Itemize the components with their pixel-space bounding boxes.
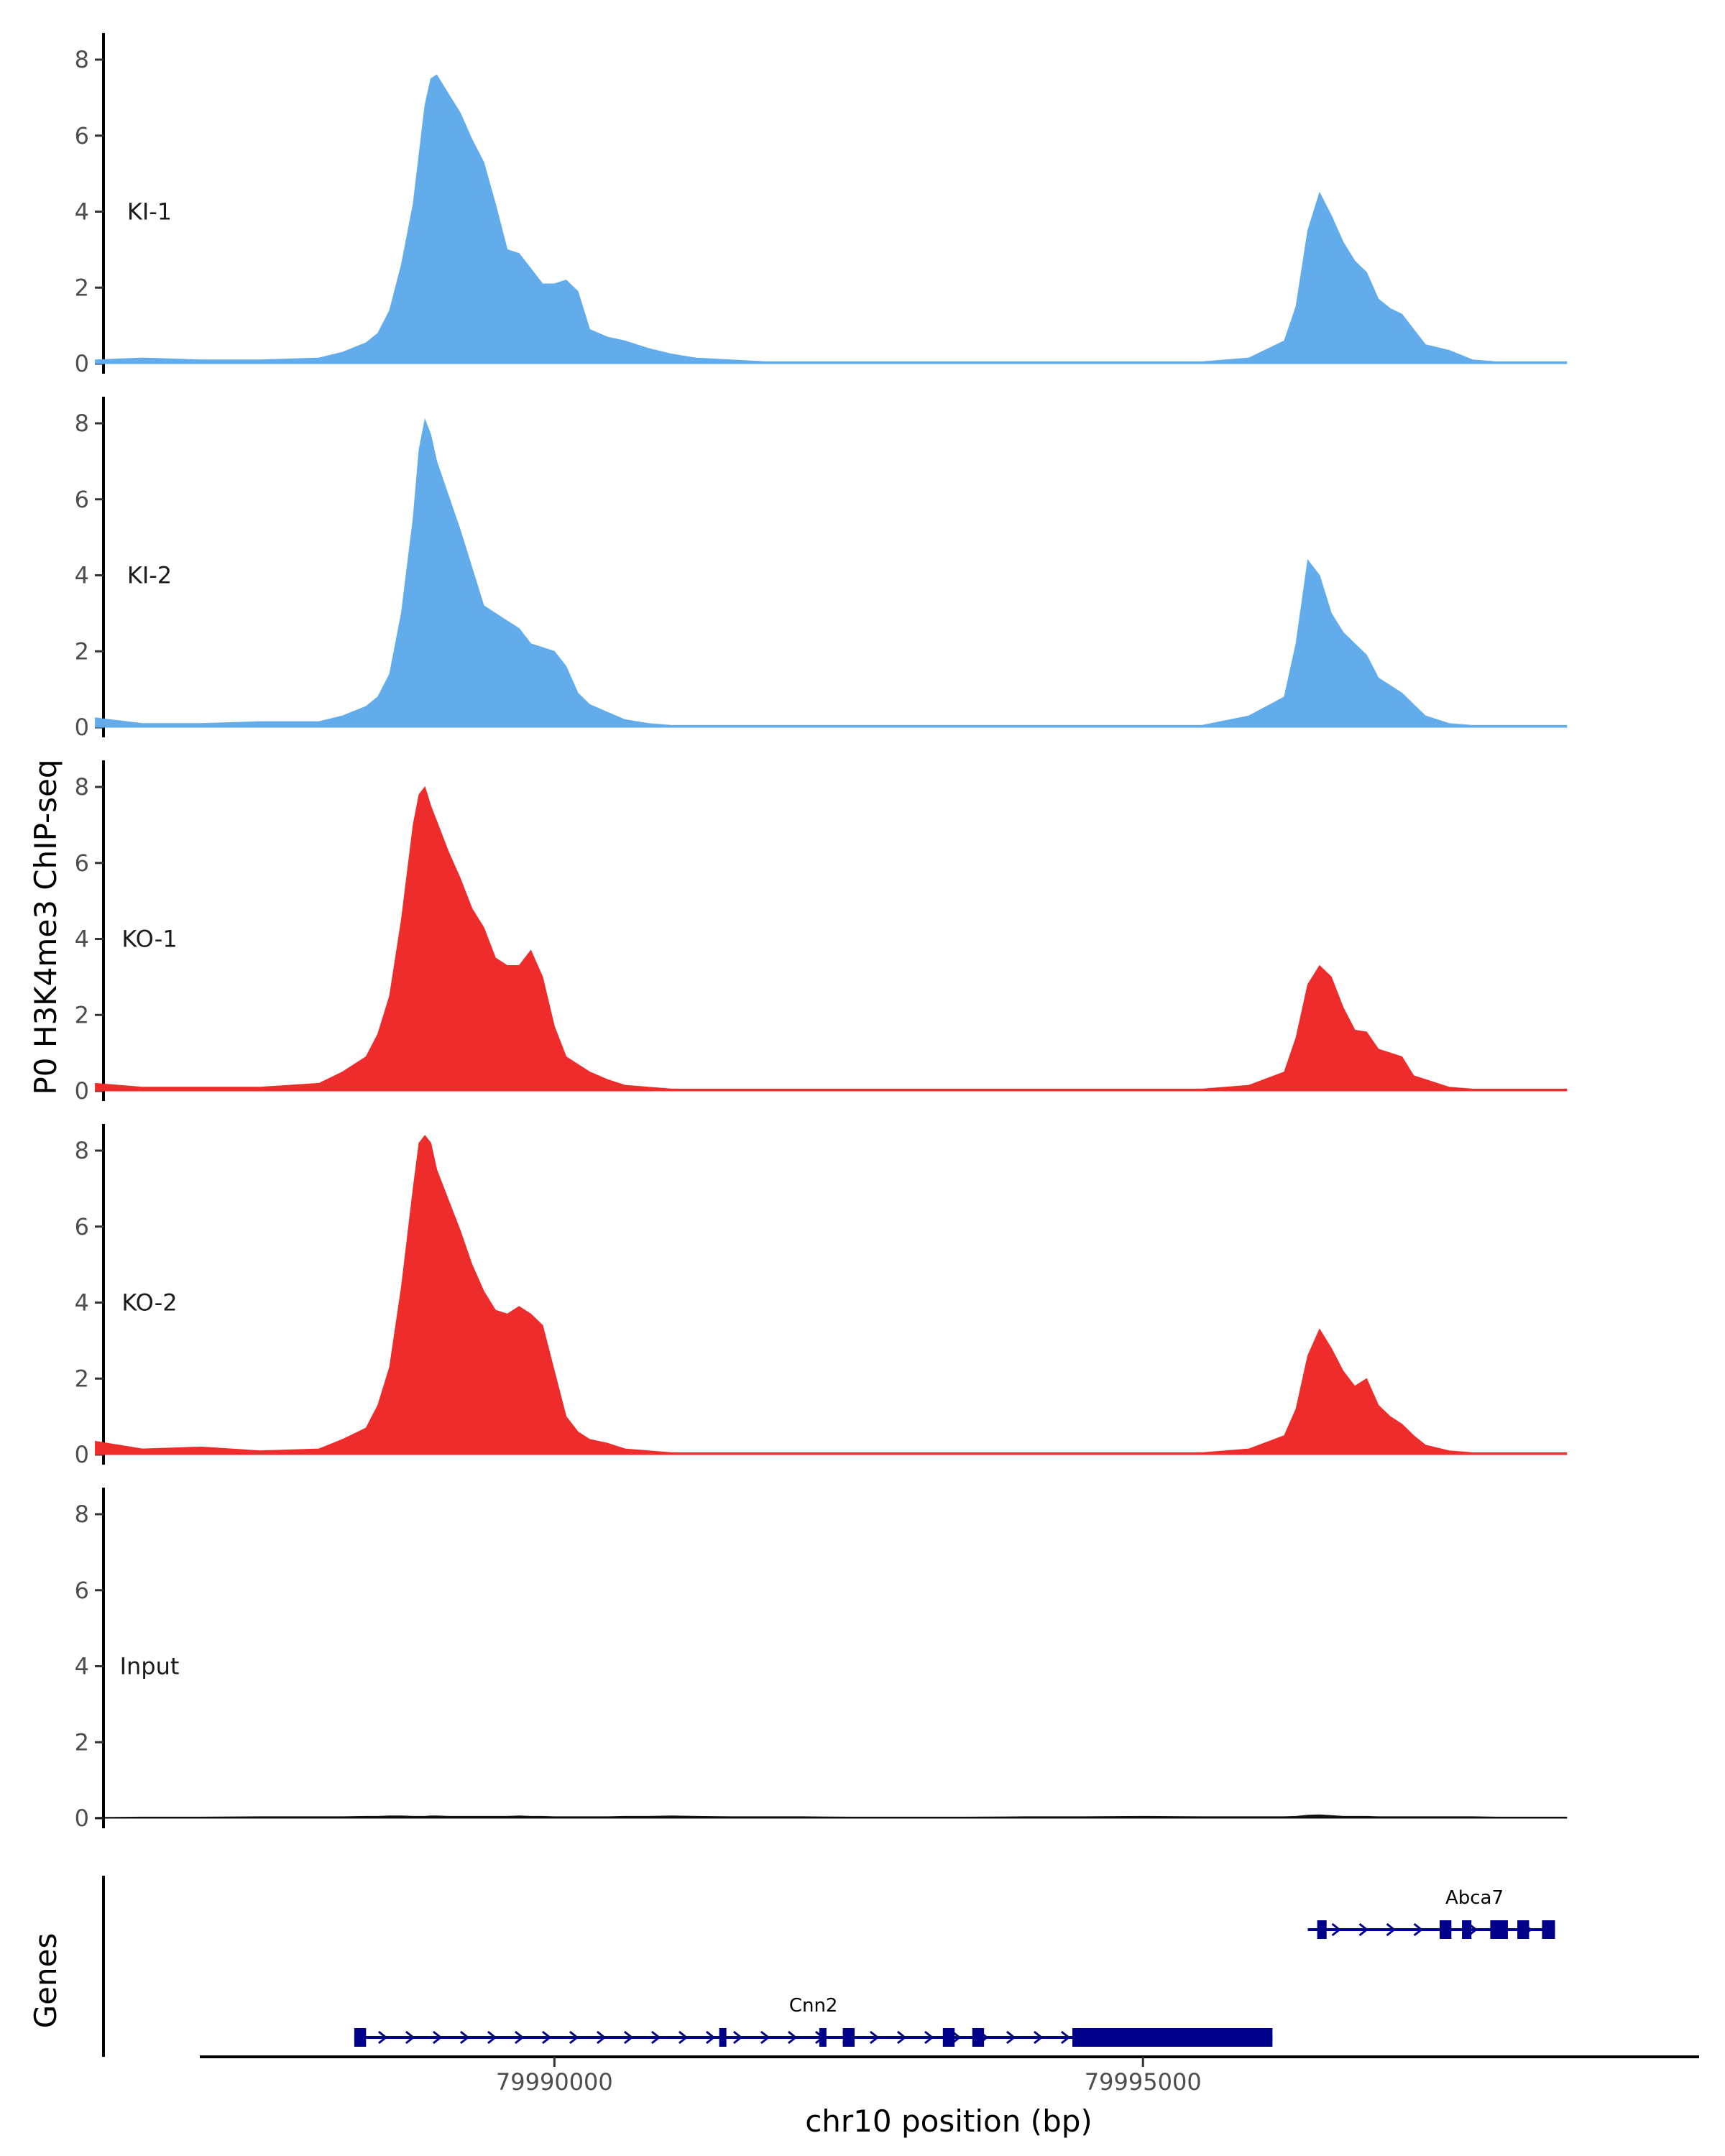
track-input: 0 2 4 6 8 Input: [75, 1488, 1568, 1832]
x-axis: 79990000 79995000: [200, 2055, 1699, 2096]
coverage-tracks: 0 2 4 6 8 KI-1 0 2 4 6 8 KI-2 0 2 4 6 8 KO-1 0 2 4 6 8 KO-2 0 2 4 6…: [75, 33, 1568, 1832]
exon-block: [972, 2028, 985, 2047]
track-ko-2: 0 2 4 6 8 KO-2: [75, 1124, 1568, 1468]
strand-arrow: [459, 2030, 470, 2045]
exon-block: [1072, 2028, 1273, 2047]
y-tick-label: 8: [75, 410, 89, 437]
y-tick-label: 6: [75, 486, 89, 513]
genes-axis-title: Genes: [28, 1933, 63, 2029]
track-label: KI-1: [127, 198, 172, 226]
strand-arrow: [1006, 2030, 1016, 2045]
track-label: KI-2: [127, 562, 172, 589]
y-tick-label: 4: [75, 926, 89, 953]
strand-arrow: [732, 2030, 743, 2045]
exon-block: [842, 2028, 855, 2047]
exon-block: [1490, 1920, 1508, 1939]
y-tick-label: 0: [75, 350, 89, 377]
coverage-area-ki-1: [95, 74, 1568, 364]
y-tick-label: 8: [75, 1501, 89, 1528]
strand-arrow: [487, 2030, 497, 2045]
strand-arrow: [869, 2030, 880, 2045]
track-ki-2: 0 2 4 6 8 KI-2: [75, 397, 1568, 741]
y-tick-label: 2: [75, 637, 89, 665]
y-tick-label: 0: [75, 714, 89, 741]
x-tick-label: 79990000: [496, 2068, 613, 2096]
x-axis-title: chr10 position (bp): [805, 2104, 1092, 2139]
strand-arrow: [705, 2030, 716, 2045]
y-tick-label: 4: [75, 198, 89, 226]
track-ko-1: 0 2 4 6 8 KO-1: [75, 760, 1568, 1105]
gene-cnn2: Cnn2: [354, 1995, 1273, 2047]
strand-arrow: [377, 2030, 388, 2045]
exon-block: [719, 2028, 727, 2047]
strand-arrow: [1413, 1922, 1423, 1937]
strand-arrow: [541, 2030, 552, 2045]
y-tick-label: 4: [75, 1289, 89, 1317]
x-tick-label: 79995000: [1085, 2068, 1202, 2096]
strand-arrow: [405, 2030, 415, 2045]
strand-arrow: [760, 2030, 770, 2045]
strand-arrow: [1386, 1922, 1396, 1937]
genes-panel: Cnn2 Abca7: [102, 1876, 1555, 2057]
exon-block: [942, 2028, 955, 2047]
strand-arrow: [924, 2030, 934, 2045]
strand-arrow: [432, 2030, 443, 2045]
track-label: KO-1: [121, 926, 177, 953]
y-tick-label: 6: [75, 1213, 89, 1240]
exon-block: [354, 2028, 367, 2047]
exon-block: [1462, 1920, 1472, 1939]
gene-label: Cnn2: [789, 1995, 838, 2017]
strand-arrow: [1358, 1922, 1368, 1937]
track-label: KO-2: [121, 1289, 177, 1317]
y-tick-label: 8: [75, 1137, 89, 1164]
track-label: Input: [120, 1653, 180, 1680]
y-axis-title: P0 H3K4me3 ChIP-seq: [28, 759, 63, 1095]
strand-arrow: [951, 2030, 962, 2045]
exon-block: [1542, 1920, 1555, 1939]
exon-block: [1317, 1920, 1327, 1939]
y-tick-label: 6: [75, 1577, 89, 1604]
coverage-area-input: [95, 1814, 1568, 1819]
strand-arrow: [896, 2030, 907, 2045]
y-tick-label: 8: [75, 46, 89, 73]
exon-block: [1439, 1920, 1452, 1939]
exon-block: [1517, 1920, 1530, 1939]
gene-label: Abca7: [1445, 1887, 1504, 1909]
strand-arrow: [650, 2030, 661, 2045]
y-tick-label: 6: [75, 122, 89, 149]
strand-arrow: [787, 2030, 798, 2045]
exon-block: [819, 2028, 827, 2047]
y-tick-label: 6: [75, 849, 89, 877]
coverage-area-ko-2: [95, 1135, 1568, 1455]
y-tick-label: 0: [75, 1805, 89, 1832]
strand-arrow: [678, 2030, 689, 2045]
y-tick-label: 2: [75, 1001, 89, 1028]
strand-arrow: [1331, 1922, 1341, 1937]
strand-arrow: [514, 2030, 525, 2045]
strand-arrow: [596, 2030, 607, 2045]
strand-arrow: [1033, 2030, 1044, 2045]
strand-arrow: [623, 2030, 634, 2045]
y-tick-label: 2: [75, 1728, 89, 1756]
y-tick-label: 4: [75, 562, 89, 589]
y-tick-label: 4: [75, 1653, 89, 1680]
y-tick-label: 0: [75, 1077, 89, 1105]
y-tick-label: 8: [75, 773, 89, 801]
strand-arrow: [569, 2030, 579, 2045]
y-tick-label: 2: [75, 274, 89, 301]
y-tick-label: 2: [75, 1365, 89, 1392]
y-tick-label: 0: [75, 1441, 89, 1468]
strand-arrow: [1060, 2030, 1071, 2045]
track-ki-1: 0 2 4 6 8 KI-1: [75, 33, 1568, 377]
gene-abca7: Abca7: [1307, 1887, 1555, 1939]
coverage-area-ki-2: [95, 418, 1568, 728]
coverage-area-ko-1: [95, 786, 1568, 1092]
